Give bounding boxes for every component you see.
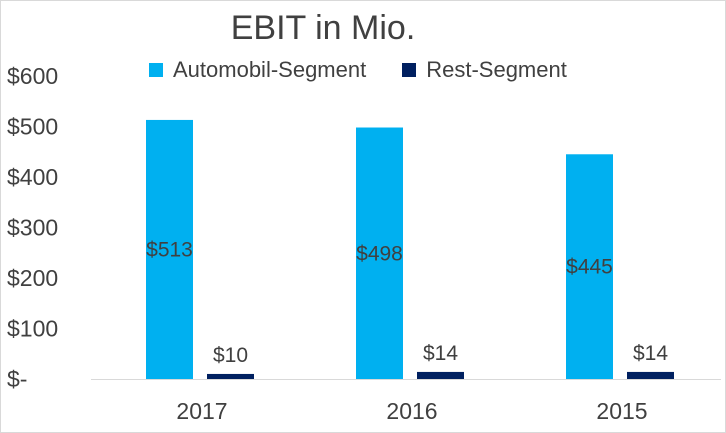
chart-title: EBIT in Mio. xyxy=(230,9,416,47)
data-label-automobil-2017: $513 xyxy=(146,238,193,261)
data-label-rest-2016: $14 xyxy=(423,342,458,365)
legend-item-automobil: Automobil-Segment xyxy=(149,57,366,83)
legend-label-rest: Rest-Segment xyxy=(426,57,567,82)
legend-swatch-rest xyxy=(402,63,417,77)
bar-automobil-2015 xyxy=(566,154,613,379)
y-tick-label: $500 xyxy=(7,114,58,140)
bar-rest-2017 xyxy=(207,373,254,379)
data-label-automobil-2015: $445 xyxy=(566,256,613,279)
x-category-label: 2017 xyxy=(176,398,227,424)
data-label-rest-2017: $10 xyxy=(213,344,248,367)
y-tick-label: $100 xyxy=(7,316,58,342)
x-category-label: 2016 xyxy=(386,398,437,424)
y-tick-label: $600 xyxy=(7,63,58,89)
data-label-rest-2015: $14 xyxy=(633,342,668,365)
y-tick-label: $400 xyxy=(7,164,58,190)
legend-label-automobil: Automobil-Segment xyxy=(173,57,367,82)
bar-rest-2016 xyxy=(417,371,464,379)
legend-swatch-automobil xyxy=(149,63,163,77)
y-tick-label: $- xyxy=(7,366,27,392)
y-tick-label: $200 xyxy=(7,265,58,291)
legend-item-rest: Rest-Segment xyxy=(402,57,567,83)
data-label-automobil-2016: $498 xyxy=(356,242,403,265)
bar-rest-2015 xyxy=(627,371,674,379)
bar-automobil-2016 xyxy=(356,127,403,379)
bar-automobil-2017 xyxy=(146,119,193,379)
chart-legend: Automobil-Segment Rest-Segment xyxy=(149,57,567,83)
y-tick-label: $300 xyxy=(7,215,58,241)
x-category-label: 2015 xyxy=(596,398,647,424)
